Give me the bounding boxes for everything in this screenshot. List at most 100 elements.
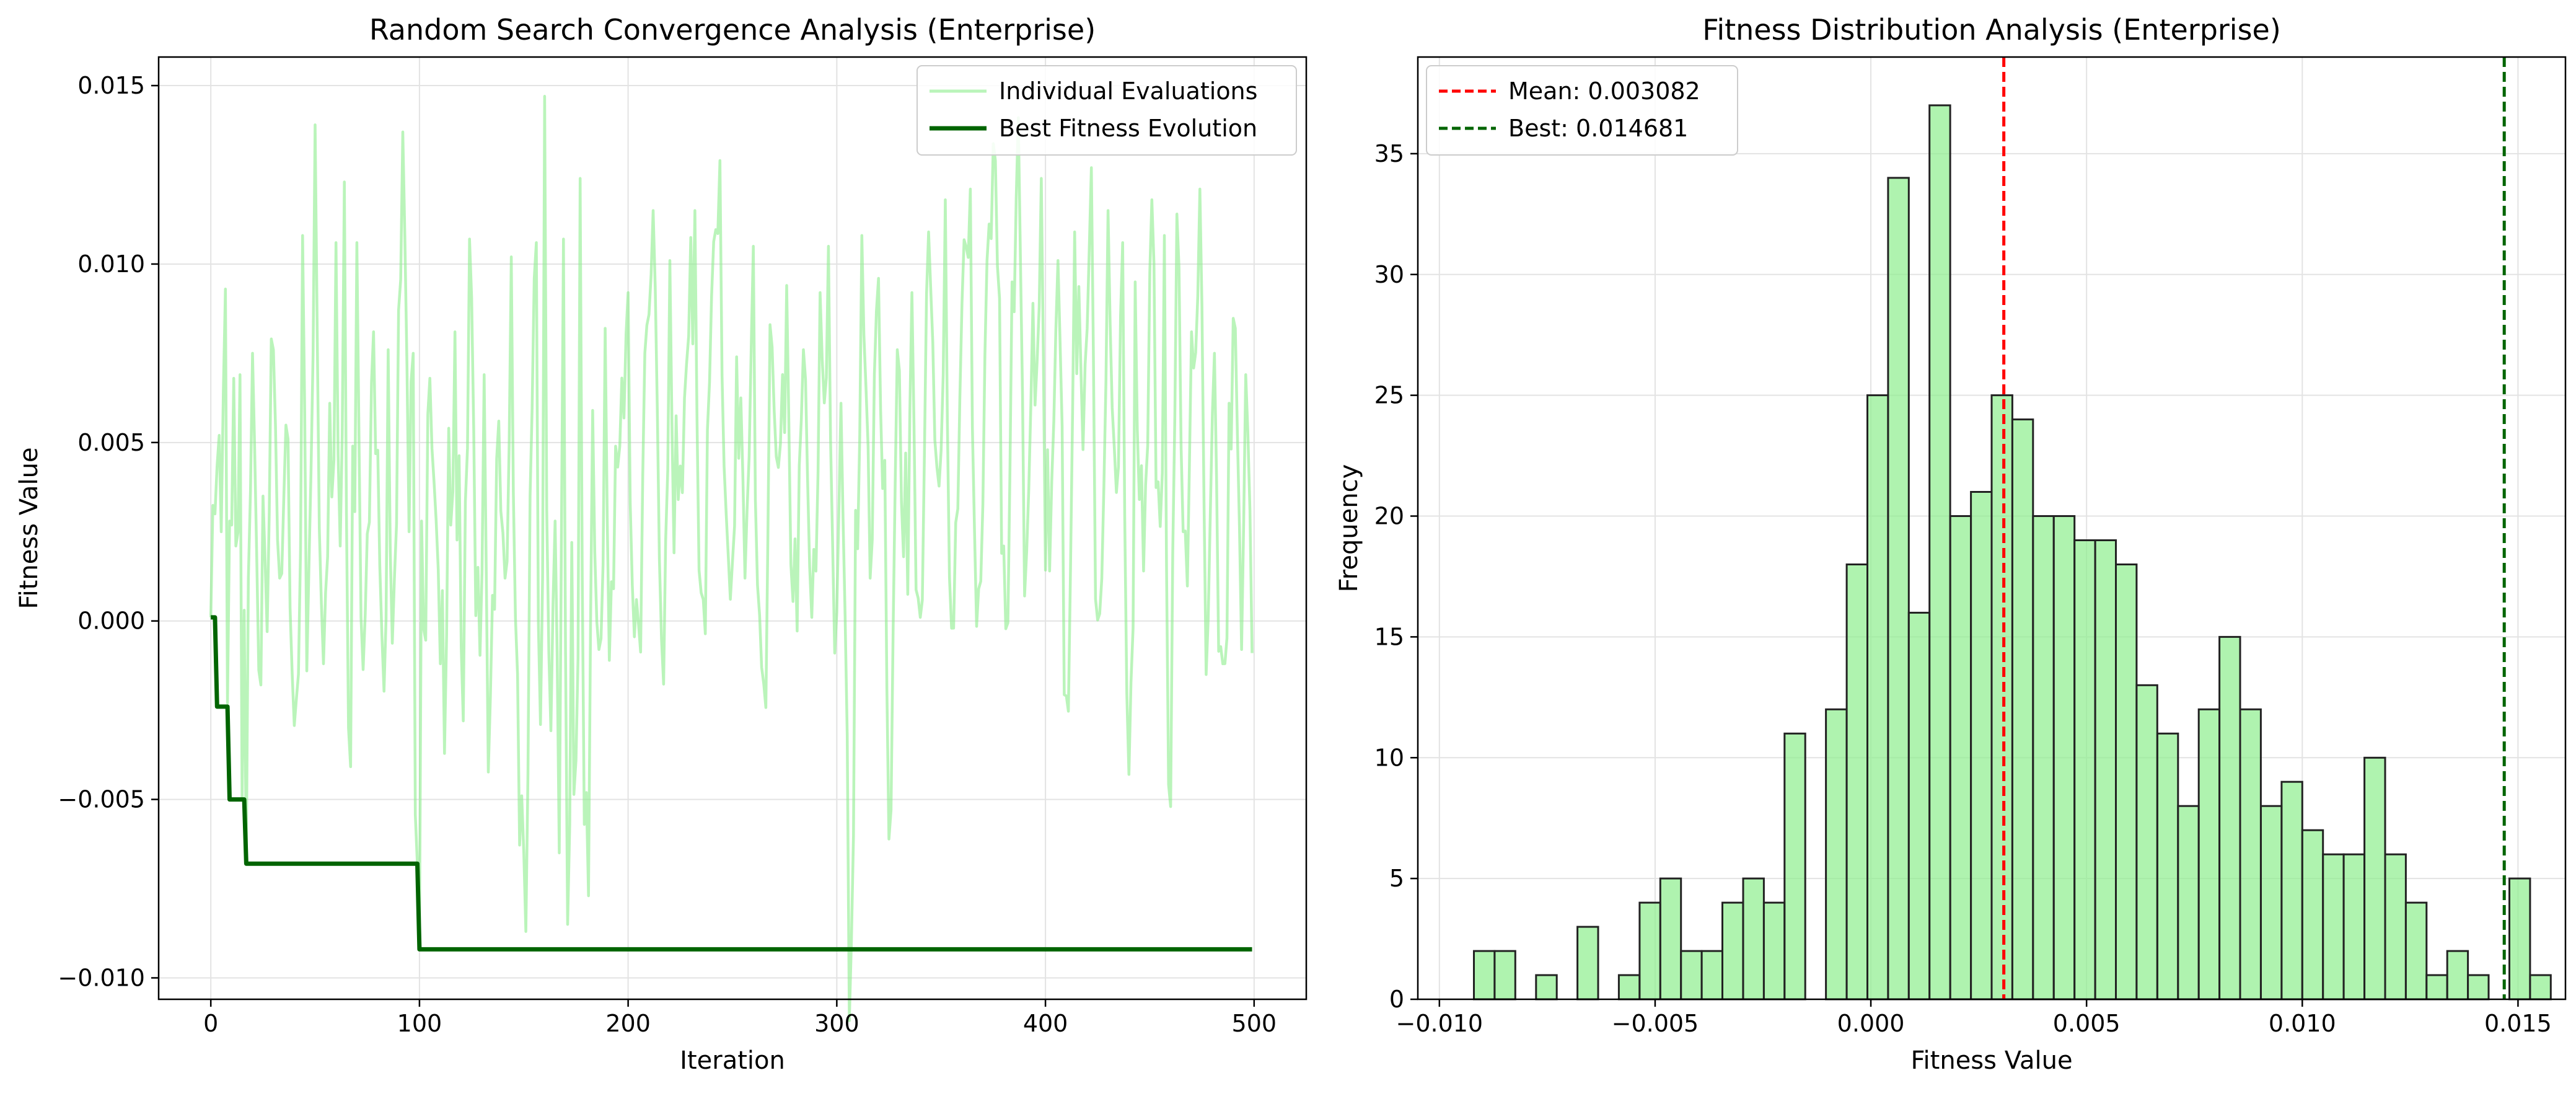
histogram-bar — [2322, 853, 2345, 1001]
histogram-bar — [2094, 539, 2117, 1001]
y-tick-label: 0.015 — [77, 72, 145, 99]
histogram-bar — [2011, 418, 2034, 1001]
distribution-reference-lines — [2002, 57, 2506, 999]
y-tick-label: 35 — [1374, 140, 1404, 167]
convergence-title: Random Search Convergence Analysis (Ente… — [369, 13, 1096, 46]
y-tick-label: 15 — [1374, 623, 1404, 650]
histogram-bar — [2301, 829, 2324, 1001]
histogram-bar — [1949, 515, 1972, 1001]
histogram-bar — [2425, 974, 2448, 1001]
y-tick-label: 25 — [1374, 382, 1404, 409]
histogram-bar — [1535, 974, 1558, 1001]
histogram-bar — [1700, 950, 1724, 1001]
histogram-bar — [1887, 177, 1910, 1001]
best-fitness-evolution-line — [211, 615, 1252, 952]
legend-label-individual-evaluations: Individual Evaluations — [999, 77, 1257, 105]
histogram-bar — [2052, 515, 2076, 1001]
histogram-bar — [1866, 394, 1889, 1001]
histogram-bar — [1990, 394, 2013, 1001]
histogram-bar — [1742, 877, 1765, 1001]
y-tick-label: 0 — [1389, 986, 1404, 1013]
x-tick-label: 500 — [1232, 1010, 1277, 1037]
histogram-bar — [1783, 732, 1806, 1001]
histogram-bar — [2384, 853, 2407, 1001]
histogram-bar — [2363, 756, 2386, 1001]
distribution-x-axis-label: Fitness Value — [1910, 1046, 2072, 1075]
x-tick-label: 200 — [605, 1010, 651, 1037]
histogram-bar — [2177, 805, 2200, 1001]
distribution-legend-box — [1426, 65, 1738, 156]
y-tick-label: 5 — [1389, 865, 1404, 892]
y-tick-label: 0.000 — [77, 608, 145, 635]
histogram-bar — [1493, 950, 1516, 1001]
y-tick-label: −0.010 — [58, 964, 145, 991]
histogram-bar — [1907, 611, 1931, 1001]
histogram-bar — [1638, 901, 1661, 1001]
histogram-bar — [2032, 515, 2055, 1001]
histogram-bar — [2260, 805, 2283, 1001]
histogram-bar — [2156, 732, 2179, 1001]
histogram-bar — [2342, 853, 2366, 1001]
histogram-bar — [1617, 974, 1641, 1001]
histogram-bar — [1825, 708, 1848, 1001]
distribution-ticks: −0.010 −0.005 0.000 0.005 0.010 0.015 0 5 10 15 20… — [1374, 140, 2552, 1037]
histogram-bar — [1970, 491, 1993, 1001]
histogram-bar — [2135, 684, 2158, 1001]
distribution-title: Fitness Distribution Analysis (Enterpris… — [1702, 13, 2281, 46]
x-tick-label: −0.010 — [1396, 1010, 1483, 1037]
y-tick-label: −0.005 — [58, 786, 145, 813]
distribution-legend: Mean: 0.003082 Best: 0.014681 — [1426, 65, 1738, 156]
histogram-bar — [2218, 635, 2241, 1001]
histogram-bar — [2404, 901, 2428, 1001]
histogram-bar — [2115, 563, 2138, 1001]
x-tick-label: 0.015 — [2484, 1010, 2552, 1037]
x-tick-label: 0 — [203, 1010, 218, 1037]
histogram-bar — [2467, 974, 2490, 1001]
x-tick-label: 0.005 — [2053, 1010, 2121, 1037]
y-tick-label: 30 — [1374, 261, 1404, 288]
distribution-axes-frame — [1417, 56, 2567, 1001]
histogram-bar — [2073, 539, 2096, 1001]
convergence-axes-frame — [157, 56, 1308, 1001]
legend-label-best-fitness-evolution: Best Fitness Evolution — [999, 115, 1257, 142]
histogram-bar — [1762, 901, 1786, 1001]
y-tick-label: 10 — [1374, 744, 1404, 771]
convergence-y-axis-label: Fitness Value — [15, 447, 43, 609]
histogram-bar — [2239, 708, 2262, 1001]
histogram-bar — [1659, 877, 1682, 1001]
histogram-bar — [2197, 708, 2221, 1001]
histogram-bar — [2446, 950, 2469, 1001]
y-tick-label: 0.010 — [77, 250, 145, 278]
y-tick-label: 0.005 — [77, 429, 145, 456]
histogram-bar — [1721, 901, 1744, 1001]
histogram-bar — [1473, 950, 1496, 1001]
legend-label-mean: Mean: 0.003082 — [1508, 77, 1700, 105]
histogram-bar — [1576, 926, 1599, 1001]
x-tick-label: 0.010 — [2269, 1010, 2336, 1037]
convergence-ticks: 0 100 200 300 400 500 −0.010 −0.005 0.000 0.005 0.… — [58, 72, 1277, 1037]
distribution-chart: −0.010 −0.005 0.000 0.005 0.010 0.015 0 5 10 15 20… — [1335, 13, 2567, 1075]
x-tick-label: −0.005 — [1612, 1010, 1699, 1037]
histogram-bar — [1680, 950, 1703, 1001]
histogram-bar — [1845, 563, 1869, 1001]
convergence-grid — [159, 57, 1306, 999]
x-tick-label: 400 — [1023, 1010, 1068, 1037]
convergence-legend-box — [917, 65, 1297, 156]
convergence-chart: 0 100 200 300 400 500 −0.010 −0.005 0.000 0.005 0.… — [15, 13, 1308, 1075]
y-tick-label: 20 — [1374, 503, 1404, 530]
individual-evaluations-line — [209, 95, 1254, 1022]
histogram-bar — [2508, 877, 2531, 1001]
convergence-series — [209, 95, 1254, 1022]
convergence-plot-area — [159, 57, 1306, 999]
x-tick-label: 0.000 — [1837, 1010, 1905, 1037]
histogram-bar — [1928, 104, 1951, 1001]
legend-label-best: Best: 0.014681 — [1508, 115, 1688, 142]
convergence-x-axis-label: Iteration — [680, 1046, 785, 1075]
histogram-bar — [2280, 780, 2303, 1001]
histogram-bar — [2529, 974, 2552, 1001]
distribution-y-axis-label: Frequency — [1335, 464, 1363, 593]
x-tick-label: 300 — [814, 1010, 859, 1037]
x-tick-label: 100 — [397, 1010, 442, 1037]
convergence-legend: Individual Evaluations Best Fitness Evol… — [917, 65, 1297, 156]
